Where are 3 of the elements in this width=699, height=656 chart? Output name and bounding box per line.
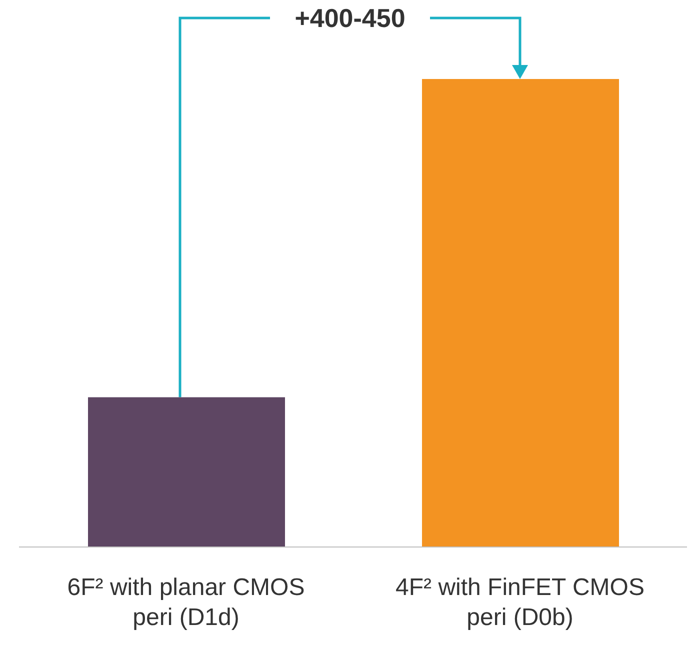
- x-tick-label: 6F² with planar CMOS peri (D1d): [67, 574, 305, 631]
- text: +400-450: [294, 3, 406, 33]
- x-tick-label: 4F² with FinFET CMOS peri (D0b): [396, 574, 644, 631]
